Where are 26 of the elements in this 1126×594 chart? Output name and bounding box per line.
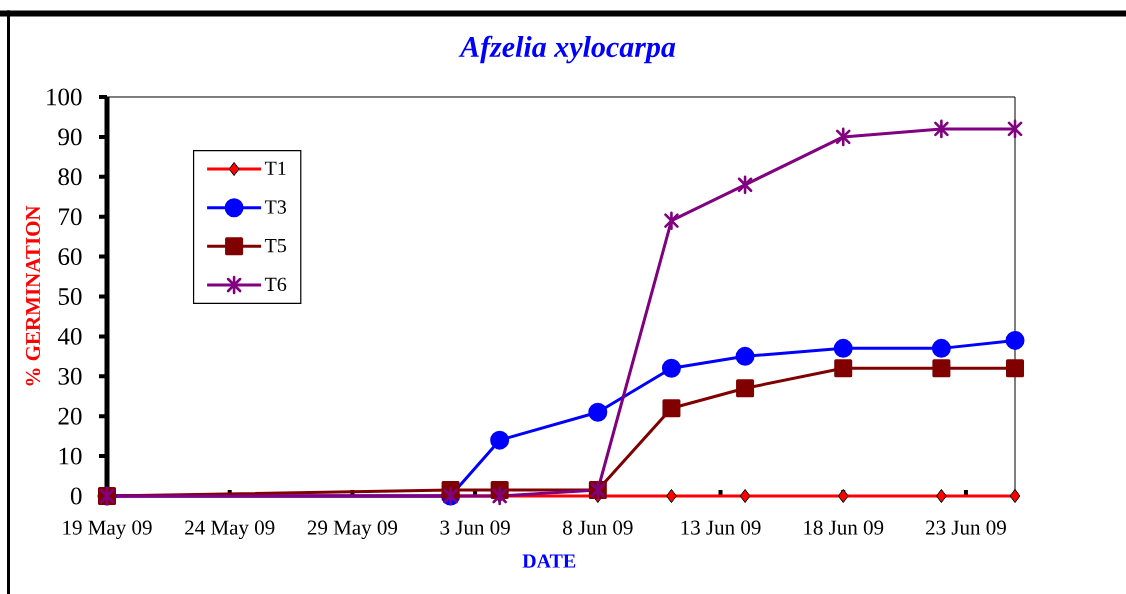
y-tick-label: 50 xyxy=(58,288,82,305)
x-tick-label: 18 Jun 09 xyxy=(804,520,884,535)
y-tick-label: 60 xyxy=(58,248,82,266)
y-tick-label: 10 xyxy=(59,447,82,465)
x-tick-label: 23 Jun 09 xyxy=(926,520,1006,535)
legend-label: T6 xyxy=(264,277,287,292)
y-axis-title: % GERMINATION xyxy=(25,205,41,386)
legend-label: T5 xyxy=(264,239,287,253)
x-tick-label: 19 May 09 xyxy=(63,520,152,540)
y-tick-label: 100 xyxy=(47,88,82,106)
legend-label: T3 xyxy=(264,200,287,214)
x-tick-label: 8 Jun 09 xyxy=(563,520,633,535)
y-tick-label: 20 xyxy=(58,407,82,425)
x-tick-label: 3 Jun 09 xyxy=(440,520,510,535)
y-tick-label: 70 xyxy=(59,208,82,226)
legend-label: T1 xyxy=(264,161,286,175)
x-axis-title: DATE xyxy=(522,554,576,568)
y-tick-label: 90 xyxy=(58,128,82,146)
y-tick-label: 30 xyxy=(58,367,82,385)
x-tick-label: 29 May 09 xyxy=(307,520,398,540)
y-tick-label: 0 xyxy=(70,487,82,505)
chart-title: Afzelia xylocarpa xyxy=(458,35,676,64)
y-tick-label: 80 xyxy=(58,168,82,186)
x-tick-label: 13 Jun 09 xyxy=(681,520,761,535)
y-tick-label: 40 xyxy=(57,327,82,345)
x-tick-label: 24 May 09 xyxy=(185,520,275,540)
